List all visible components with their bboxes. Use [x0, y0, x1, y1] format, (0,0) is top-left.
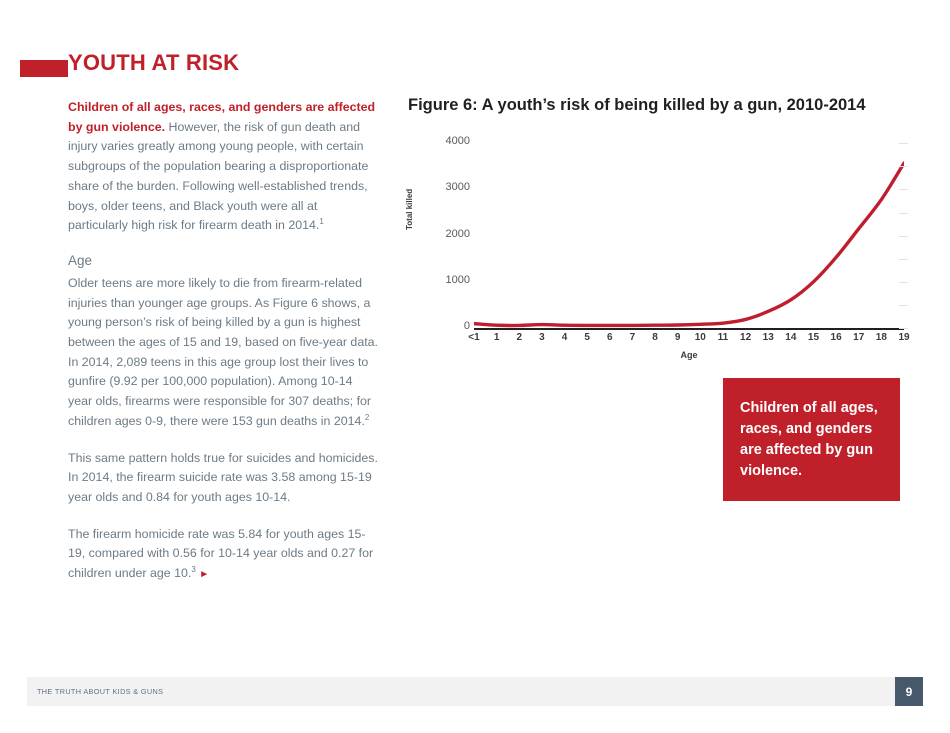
right-edge-tick-mark — [899, 166, 908, 168]
x-axis-tick-label: 10 — [694, 332, 706, 343]
right-edge-tick-mark — [899, 281, 908, 283]
lead-rest-text: However, the risk of gun death and injur… — [68, 119, 369, 233]
paragraph-age-detail: Older teens are more likely to die from … — [68, 274, 380, 432]
x-axis-tick-label: 16 — [830, 332, 842, 343]
y-axis-tick-label: 3000 — [445, 181, 470, 194]
x-axis-tick-label: 19 — [898, 332, 910, 343]
right-edge-tick-mark — [899, 235, 908, 237]
x-axis-tick-label: 15 — [807, 332, 820, 343]
right-edge-tick-mark — [899, 328, 908, 329]
pullquote-text: Children of all ages, races, and genders… — [740, 400, 878, 479]
x-axis-tick-label: 17 — [853, 332, 865, 343]
chart-line-series — [472, 161, 906, 328]
page-footer: THE TRUTH ABOUT KIDS & GUNS 9 — [27, 677, 923, 706]
paragraph-homicide-rate-text: The firearm homicide rate was 5.84 for y… — [68, 526, 374, 581]
x-axis-line — [474, 328, 904, 330]
x-axis-tick-label: 6 — [607, 332, 613, 343]
x-axis-tick-label: 13 — [762, 332, 774, 343]
right-edge-tick-mark — [899, 143, 908, 145]
right-edge-tick-mark — [899, 189, 908, 191]
x-axis-tick-label: 3 — [539, 332, 545, 343]
chart-area: Total killed 0 1000 2000 3000 4000 <1 1 2 3 4 5 6 7… — [405, 134, 910, 374]
x-axis-tick-label: 14 — [785, 332, 797, 343]
x-axis-ticks: <1 1 2 3 4 5 6 7 8 9 10 11 12 13 14 15 16 17 18 19 — [468, 332, 909, 348]
footnote-marker-1: 1 — [319, 217, 324, 227]
page-title: YOUTH AT RISK — [68, 50, 240, 75]
paragraph-suicide-homicide: This same pattern holds true for suicide… — [68, 450, 378, 504]
y-axis-tick-label: 4000 — [445, 135, 470, 148]
figure-container: Figure 6: A youth’s risk of being killed… — [405, 96, 910, 376]
x-axis-tick-label: 8 — [652, 332, 658, 343]
y-axis-tick-label: 0 — [463, 320, 470, 332]
x-axis-tick-label: 5 — [584, 332, 590, 343]
paragraph-age-detail-text: Older teens are more likely to die from … — [68, 275, 378, 428]
y-axis-label: Total killed — [405, 188, 414, 230]
article-text-column: Children of all ages, races, and genders… — [68, 98, 380, 602]
x-axis-tick-label: 1 — [493, 332, 500, 343]
y-axis-ticks: 0 1000 2000 3000 4000 — [422, 134, 470, 334]
x-axis-tick-label: 2 — [516, 332, 523, 343]
page-number-badge: 9 — [895, 677, 923, 706]
footnote-marker-2: 2 — [364, 412, 370, 422]
paragraph-homicide-rate: The firearm homicide rate was 5.84 for y… — [68, 525, 380, 585]
pullquote-box: Children of all ages, races, and genders… — [723, 378, 900, 501]
x-axis-tick-label: 12 — [740, 332, 752, 343]
header-accent-bar — [20, 60, 68, 77]
right-edge-tick-mark — [899, 258, 908, 260]
section-heading-age: Age — [68, 252, 93, 268]
lead-paragraph: Children of all ages, races, and genders… — [68, 98, 380, 236]
y-axis-tick-label: 2000 — [445, 227, 470, 240]
x-axis-tick-label: 9 — [674, 332, 681, 343]
x-axis-tick-label: 11 — [717, 332, 729, 343]
chart-plot-area — [472, 134, 906, 328]
right-edge-tick-mark — [899, 304, 908, 306]
x-axis-tick-label: 4 — [561, 332, 568, 343]
figure-title: Figure 6: A youth’s risk of being killed… — [408, 96, 866, 114]
x-axis-tick-label: <1 — [468, 332, 480, 343]
footer-title: THE TRUTH ABOUT KIDS & GUNS — [37, 687, 164, 696]
lead-bold-text: Children of all ages, races, and genders… — [68, 100, 376, 134]
continue-arrow-icon: ► — [199, 569, 210, 581]
footnote-marker-3: 3 — [191, 564, 196, 574]
x-axis-tick-label: 18 — [875, 332, 887, 343]
x-axis-tick-label: 7 — [629, 332, 636, 343]
right-edge-tick-mark — [899, 212, 908, 214]
line-chart-svg — [472, 161, 906, 328]
y-axis-tick-label: 1000 — [445, 273, 470, 286]
page-header: YOUTH AT RISK — [0, 50, 950, 88]
x-axis-label: Age — [680, 350, 698, 360]
